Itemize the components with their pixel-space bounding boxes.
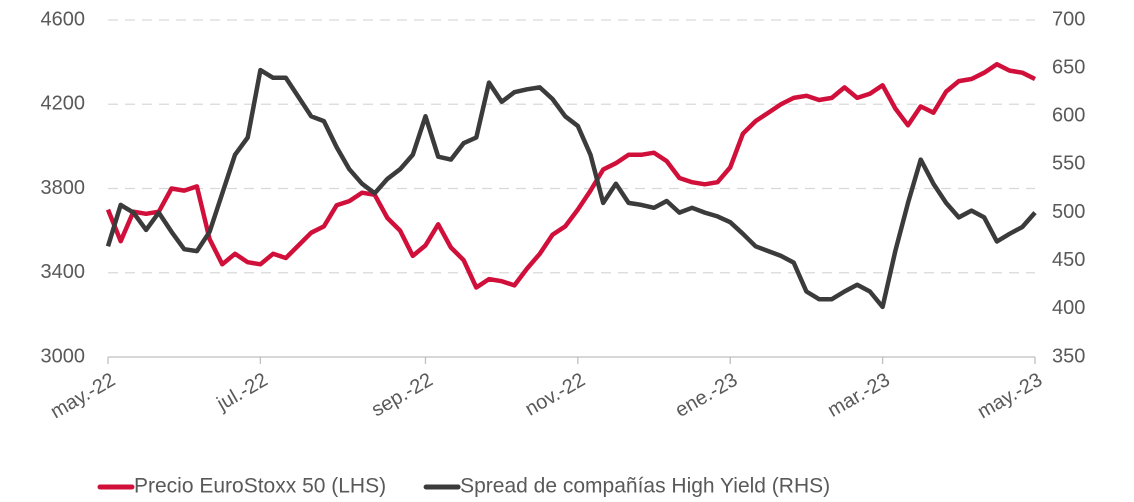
x-tick-label: may.-22 [47,369,119,423]
y-tick-label: 3800 [41,177,86,199]
series-line [105,67,1037,310]
y2-tick-label: 650 [1052,56,1085,78]
legend-label: Precio EuroStoxx 50 (LHS) [134,475,386,498]
x-tick-label: nov.-22 [521,369,588,421]
y2-tick-label: 700 [1052,8,1085,30]
x-tick-label: mar.-23 [824,369,894,422]
y2-tick-label: 350 [1052,345,1085,367]
x-tick-label: jul.-22 [212,369,271,416]
x-tick-label: ene.-23 [672,369,742,422]
y-tick-label: 4600 [41,8,86,30]
y2-tick-label: 550 [1052,153,1085,175]
legend-label: Spread de compañías High Yield (RHS) [460,475,830,498]
y2-tick-label: 500 [1052,201,1085,223]
y-tick-label: 3000 [41,345,86,367]
y2-tick-label: 400 [1052,297,1085,319]
series-line [105,61,1036,290]
x-tick-label: sep.-22 [368,369,437,421]
y2-tick-label: 450 [1052,249,1085,271]
y2-tick-label: 600 [1052,105,1085,127]
x-tick-label: may.-23 [974,369,1046,423]
y-tick-label: 3400 [41,261,86,283]
y-tick-label: 4200 [41,93,86,115]
